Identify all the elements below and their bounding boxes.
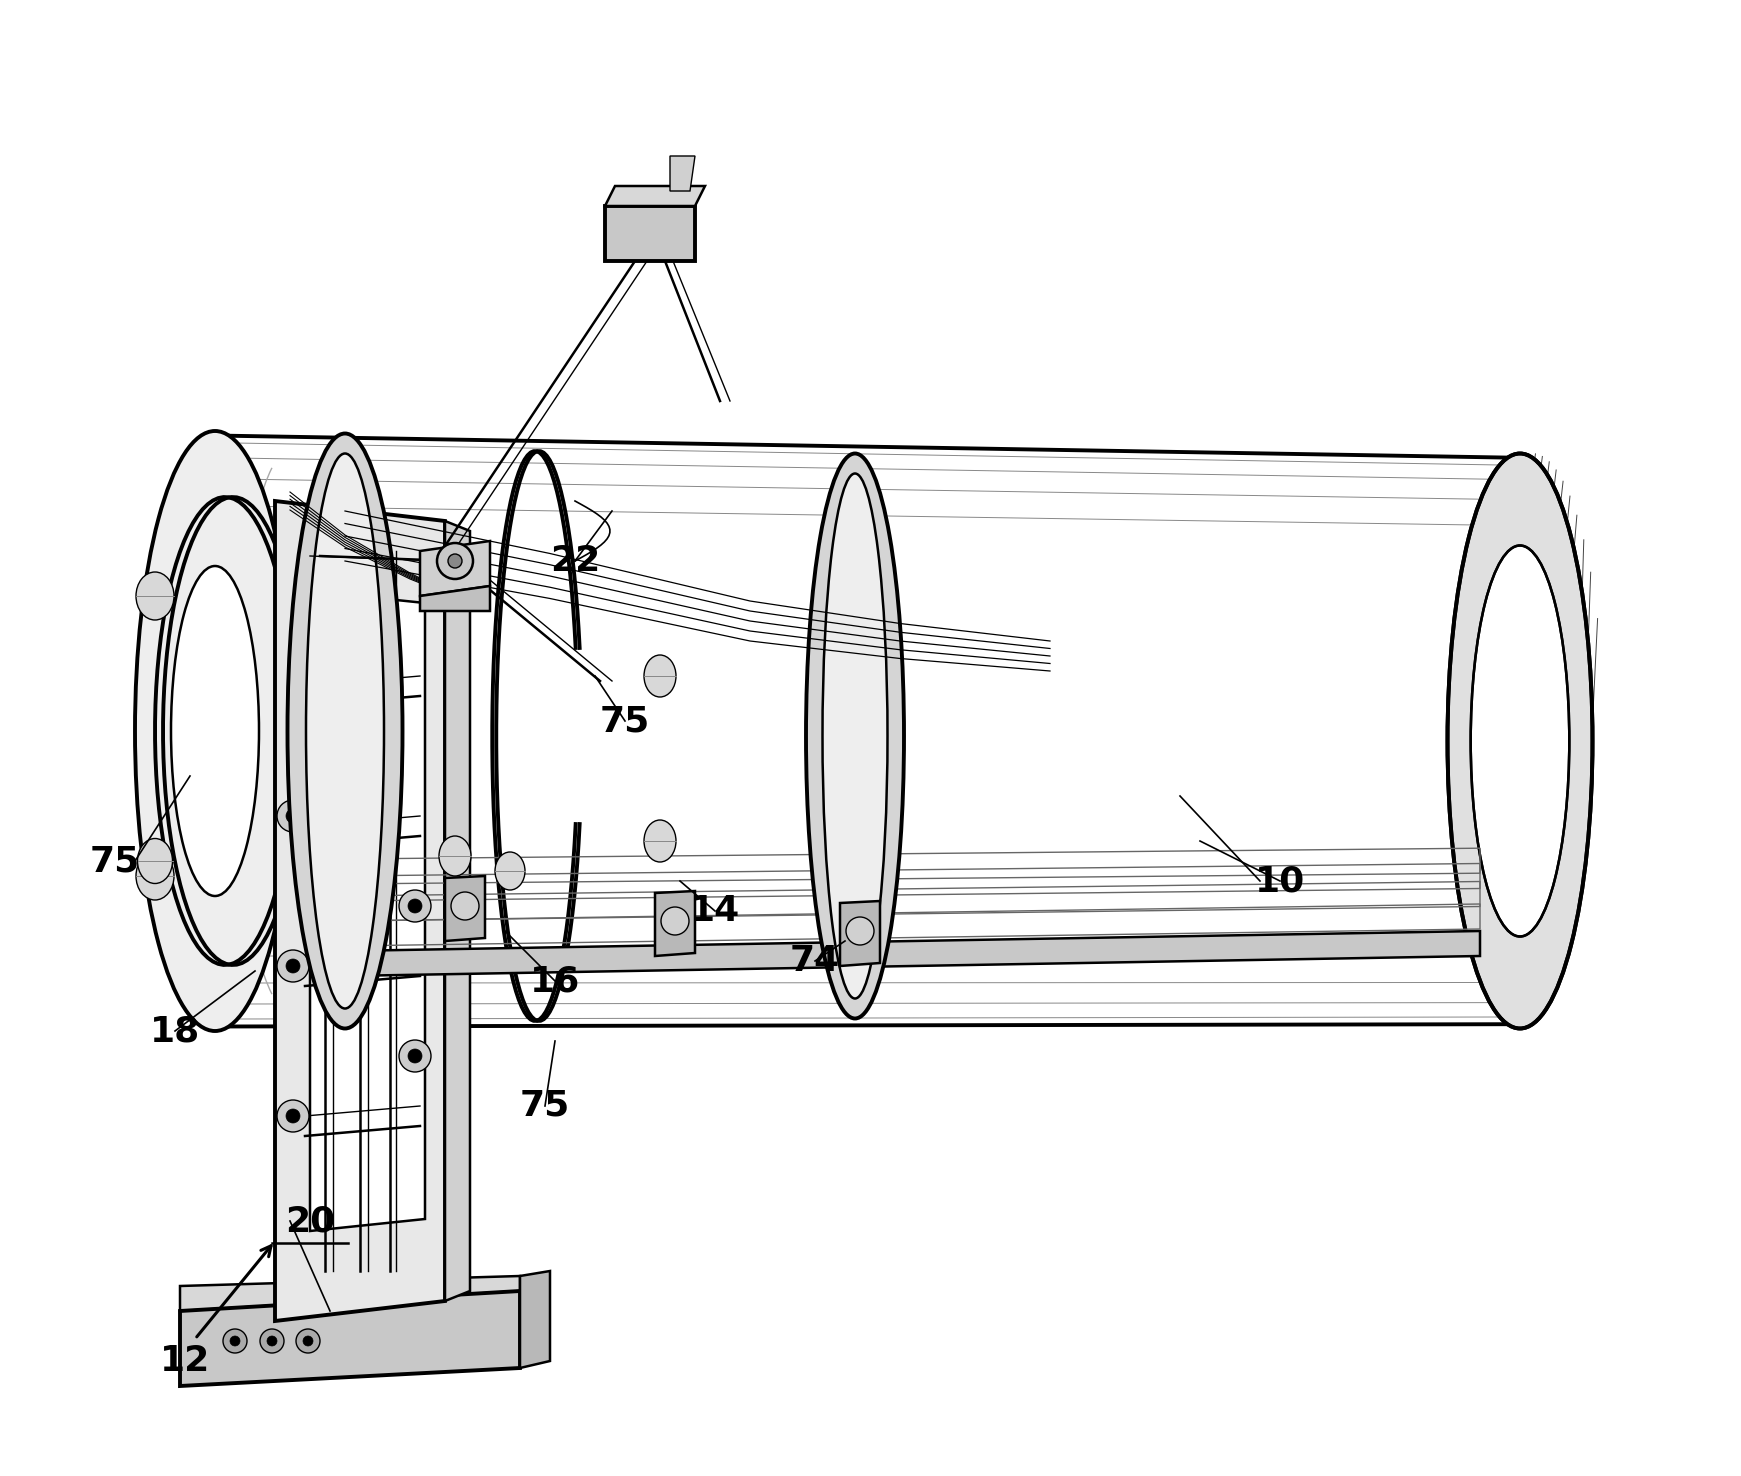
Ellipse shape	[857, 832, 884, 869]
Ellipse shape	[136, 852, 174, 900]
Circle shape	[277, 800, 308, 832]
Text: 18: 18	[150, 1014, 200, 1048]
Polygon shape	[420, 586, 489, 611]
Text: 12: 12	[160, 1345, 211, 1379]
Text: 10: 10	[1255, 863, 1306, 897]
Circle shape	[230, 1336, 240, 1346]
Text: 22: 22	[550, 545, 601, 579]
Text: 75: 75	[601, 704, 649, 738]
Text: 16: 16	[529, 964, 580, 998]
Text: 75: 75	[521, 1089, 569, 1123]
Text: 74: 74	[790, 945, 841, 979]
Ellipse shape	[806, 453, 904, 1018]
Text: 75: 75	[91, 844, 139, 878]
Circle shape	[277, 1100, 308, 1132]
Polygon shape	[446, 875, 486, 942]
Circle shape	[303, 1336, 313, 1346]
Polygon shape	[179, 1275, 521, 1311]
Circle shape	[451, 892, 479, 920]
Text: 14: 14	[689, 894, 740, 928]
Ellipse shape	[644, 655, 676, 697]
Circle shape	[286, 1108, 299, 1123]
Circle shape	[399, 1041, 432, 1072]
Polygon shape	[331, 861, 345, 982]
Circle shape	[399, 890, 432, 922]
Ellipse shape	[439, 835, 472, 875]
Circle shape	[277, 951, 308, 982]
Circle shape	[286, 809, 299, 824]
Circle shape	[286, 959, 299, 973]
Circle shape	[296, 1328, 320, 1353]
Ellipse shape	[1447, 453, 1593, 1029]
Ellipse shape	[822, 474, 888, 998]
Polygon shape	[275, 500, 446, 1321]
Ellipse shape	[306, 453, 385, 1008]
Polygon shape	[655, 892, 695, 956]
Polygon shape	[521, 1271, 550, 1368]
Ellipse shape	[287, 434, 402, 1029]
Polygon shape	[606, 186, 705, 207]
Polygon shape	[179, 1292, 521, 1386]
Text: 20: 20	[286, 1204, 334, 1238]
Circle shape	[437, 543, 474, 579]
Circle shape	[447, 554, 461, 568]
Ellipse shape	[136, 431, 294, 1032]
Polygon shape	[310, 590, 425, 1231]
Polygon shape	[839, 900, 879, 965]
Circle shape	[223, 1328, 247, 1353]
Ellipse shape	[138, 838, 172, 884]
Polygon shape	[420, 542, 489, 596]
Circle shape	[662, 906, 689, 934]
Circle shape	[846, 917, 874, 945]
Circle shape	[266, 1336, 277, 1346]
Circle shape	[407, 899, 421, 914]
Polygon shape	[606, 207, 695, 261]
Circle shape	[259, 1328, 284, 1353]
Circle shape	[407, 1049, 421, 1063]
Ellipse shape	[171, 565, 259, 896]
Polygon shape	[670, 156, 695, 190]
Ellipse shape	[1471, 546, 1569, 936]
Ellipse shape	[494, 852, 526, 890]
Polygon shape	[446, 521, 470, 1300]
Polygon shape	[345, 931, 1480, 976]
Ellipse shape	[136, 573, 174, 620]
Ellipse shape	[644, 821, 676, 862]
